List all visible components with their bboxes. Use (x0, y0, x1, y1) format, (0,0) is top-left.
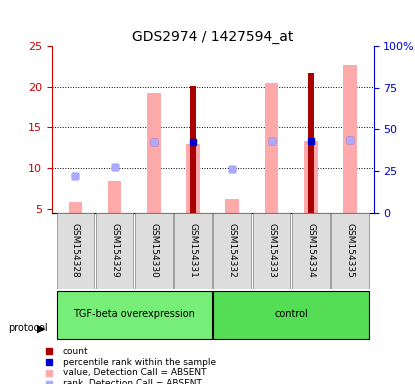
Bar (308, 73, 314, 213)
Text: percentile rank within the sample: percentile rank within the sample (63, 358, 216, 367)
Bar (304, 141, 317, 213)
FancyBboxPatch shape (331, 213, 369, 289)
Bar (343, 65, 357, 213)
Bar (190, 86, 196, 213)
FancyBboxPatch shape (253, 213, 290, 289)
FancyBboxPatch shape (56, 213, 94, 289)
Text: control: control (274, 309, 308, 319)
FancyBboxPatch shape (292, 213, 330, 289)
Bar (68, 202, 82, 213)
Text: protocol: protocol (8, 323, 48, 333)
Text: ▶: ▶ (37, 323, 46, 333)
FancyBboxPatch shape (56, 291, 212, 339)
FancyBboxPatch shape (213, 291, 369, 339)
Text: value, Detection Call = ABSENT: value, Detection Call = ABSENT (63, 368, 206, 377)
Text: rank, Detection Call = ABSENT: rank, Detection Call = ABSENT (63, 379, 202, 384)
Bar (186, 144, 200, 213)
Bar (147, 93, 161, 213)
FancyBboxPatch shape (213, 213, 251, 289)
FancyBboxPatch shape (135, 213, 173, 289)
Text: GSM154332: GSM154332 (228, 223, 237, 278)
Text: GSM154329: GSM154329 (110, 223, 119, 278)
FancyBboxPatch shape (96, 213, 134, 289)
Bar (108, 181, 122, 213)
Text: GSM154333: GSM154333 (267, 223, 276, 278)
FancyBboxPatch shape (174, 213, 212, 289)
Bar (265, 83, 278, 213)
Text: GSM154335: GSM154335 (345, 223, 354, 278)
Title: GDS2974 / 1427594_at: GDS2974 / 1427594_at (132, 30, 293, 44)
Text: GSM154331: GSM154331 (188, 223, 198, 278)
Text: GSM154328: GSM154328 (71, 223, 80, 278)
Text: GSM154330: GSM154330 (149, 223, 159, 278)
Text: GSM154334: GSM154334 (306, 223, 315, 278)
Text: TGF-beta overexpression: TGF-beta overexpression (73, 309, 195, 319)
Bar (225, 199, 239, 213)
Text: count: count (63, 347, 88, 356)
